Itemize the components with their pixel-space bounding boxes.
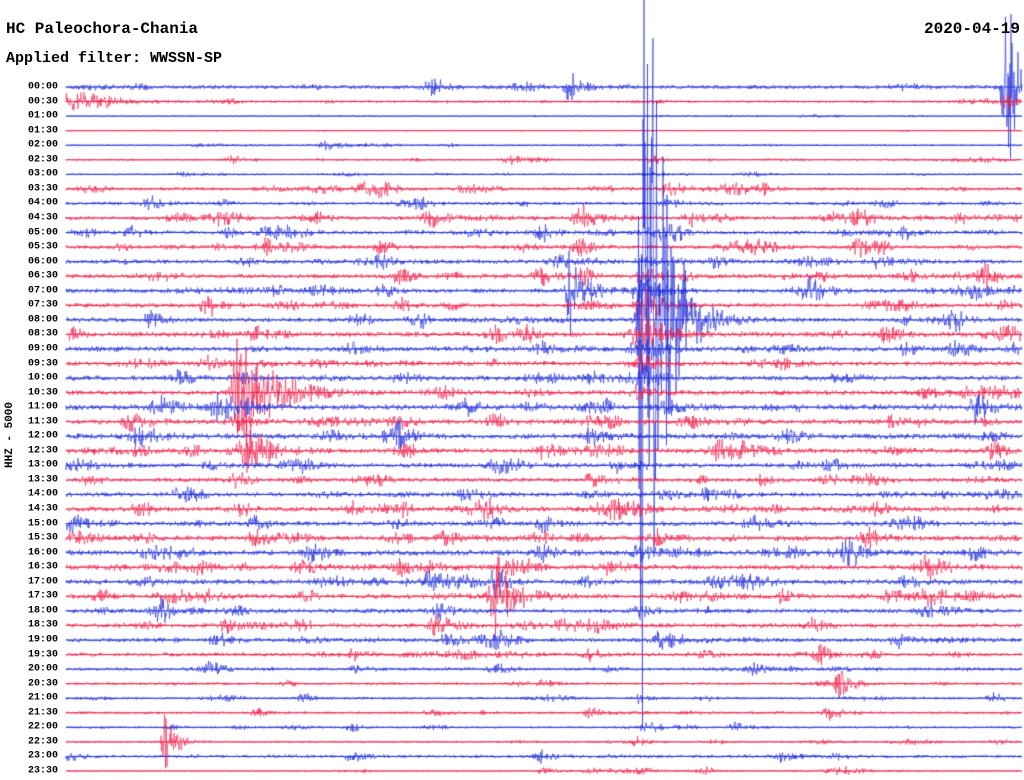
channel-scale-label: HHZ - 5000 [4,401,16,468]
time-label: 21:00 [28,692,59,704]
time-label: 14:30 [28,503,59,515]
time-label: 08:00 [28,314,59,326]
time-label: 06:00 [28,256,59,268]
time-label: 20:00 [28,663,59,675]
time-label: 07:30 [28,299,59,311]
plot-date: 2020-04-19 [923,20,1020,38]
time-label: 15:00 [28,518,59,530]
time-label: 04:30 [28,212,59,224]
time-label: 00:30 [28,96,59,108]
time-label: 23:00 [28,750,59,762]
time-label: 09:30 [28,358,59,369]
time-label: 19:30 [28,649,59,661]
time-label: 06:30 [28,270,59,282]
time-label: 22:00 [28,721,59,733]
time-label: 21:30 [28,707,59,719]
time-label: 11:30 [28,416,59,428]
time-labels-column: 00:00 00:30 01:00 01:30 02:00 02:30 03:00 03:30… [28,0,64,780]
time-label: 02:30 [28,154,59,166]
filter-label: Applied filter: WWSSN-SP [6,50,223,67]
time-label: 17:00 [28,576,59,588]
time-label: 10:00 [28,372,59,384]
time-label: 22:30 [28,736,59,748]
time-label: 03:30 [28,183,59,195]
time-label: 08:30 [28,328,59,340]
time-label: 00:00 [28,81,59,93]
time-label: 20:30 [28,678,59,690]
time-label: 15:30 [28,532,59,544]
time-label: 23:30 [28,765,59,777]
time-label: 01:00 [28,110,59,122]
time-label: 16:00 [28,547,59,559]
time-label: 13:00 [28,459,59,471]
time-label: 05:00 [28,227,59,239]
time-label: 02:00 [28,139,59,151]
time-label: 01:30 [28,125,59,137]
time-label: 12:00 [28,430,59,442]
station-title: HC Paleochora-Chania [6,20,199,38]
time-label: 13:30 [28,474,59,486]
time-label: 05:30 [28,241,59,253]
time-label: 18:00 [28,605,59,617]
time-label: 03:00 [28,168,59,180]
time-label: 16:30 [28,561,59,573]
time-label: 14:00 [28,488,59,500]
time-label: 04:00 [28,197,59,209]
time-label: 11:00 [28,401,59,413]
time-label: 17:30 [28,590,59,602]
time-label: 10:30 [28,387,59,399]
time-label: 12:30 [28,445,59,457]
time-label: 19:00 [28,634,59,646]
time-label: 18:30 [28,619,59,631]
time-label: 07:00 [28,285,59,297]
time-label: 09:00 [28,343,59,355]
